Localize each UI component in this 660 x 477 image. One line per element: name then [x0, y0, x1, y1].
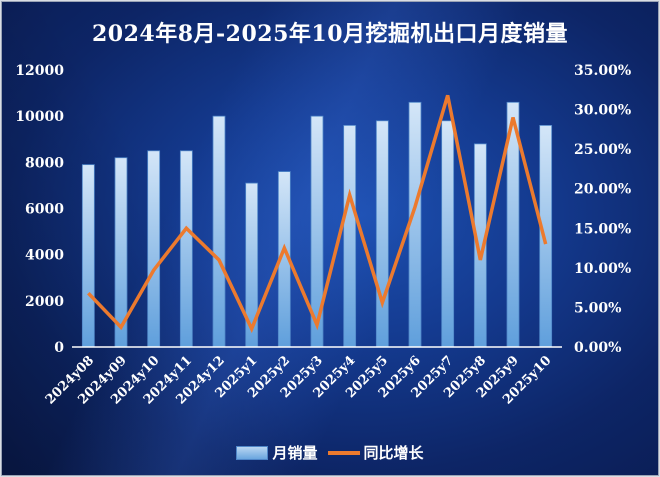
growth-line	[87, 94, 548, 334]
bar	[539, 125, 553, 348]
right-axis-tick: 20.00%	[574, 182, 631, 198]
right-axis-tick: 30.00%	[574, 103, 631, 119]
bar	[179, 150, 193, 348]
legend-line-swatch-icon	[327, 450, 360, 455]
bar	[375, 120, 389, 348]
chart-legend: 月销量 同比增长	[2, 442, 658, 463]
left-axis-tick: 10000	[15, 109, 64, 125]
bar	[408, 101, 422, 348]
left-axis-tick: 6000	[25, 202, 64, 218]
right-axis-tick: 5.00%	[574, 300, 621, 316]
left-axis-tick: 2000	[25, 294, 64, 310]
chart-title: 2024年8月-2025年10月挖掘机出口月度销量	[91, 21, 568, 47]
right-axis-tick: 25.00%	[574, 142, 631, 158]
right-axis-tick: 0.00%	[574, 340, 621, 356]
bar	[343, 125, 357, 348]
right-axis-tick: 35.00%	[574, 63, 631, 79]
right-axis-tick: 15.00%	[574, 221, 631, 237]
bar	[81, 164, 95, 348]
left-axis-tick: 4000	[25, 248, 64, 264]
right-axis-tick: 10.00%	[574, 261, 631, 277]
bar	[441, 120, 455, 348]
left-axis-tick: 8000	[25, 155, 64, 171]
left-axis-tick: 0	[54, 340, 64, 356]
legend-line-label: 同比增长	[363, 444, 424, 462]
left-axis-tick: 12000	[15, 63, 64, 79]
legend-bar-swatch-icon	[236, 445, 269, 460]
bar	[147, 150, 161, 348]
bar	[212, 115, 226, 348]
legend-bar-label: 月销量	[272, 444, 318, 462]
